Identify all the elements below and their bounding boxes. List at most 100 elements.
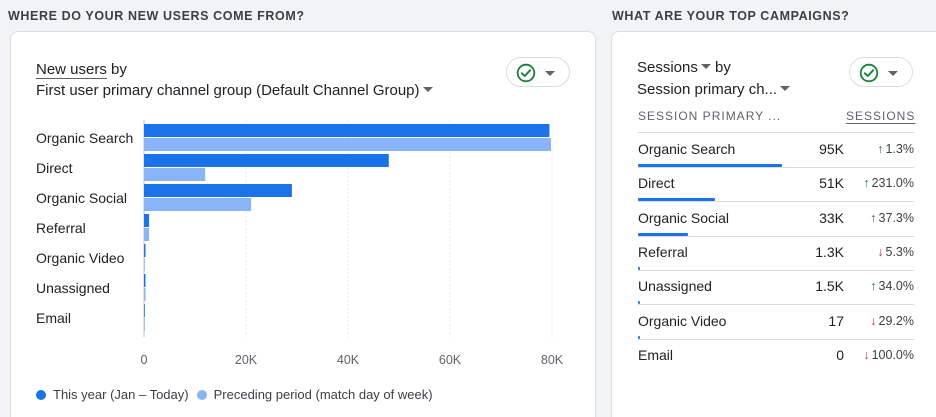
table-row[interactable]: Organic Video 17 ↓ 29.2% (638, 305, 914, 340)
column-header-sessions[interactable]: SESSIONS (846, 109, 916, 123)
category-label: Referral (36, 220, 86, 236)
row-change-percent: 34.0% (878, 279, 914, 294)
bar-preceding[interactable] (144, 228, 150, 241)
category-label: Organic Video (36, 250, 125, 266)
row-change-percent: 37.3% (878, 210, 914, 225)
caret-down-icon (545, 71, 555, 76)
comparison-toggle[interactable] (849, 57, 913, 87)
arrow-down-icon: ↓ (863, 347, 870, 362)
row-channel-name: Organic Video (638, 312, 727, 329)
bar-this-year[interactable] (144, 154, 389, 167)
category-label: Organic Social (36, 190, 127, 206)
table-row[interactable]: Organic Social 33K ↑ 37.3% (638, 202, 914, 237)
new-users-bar-chart: 0 20K 40K 60K 80K Organic Search Direct Organic… (36, 120, 564, 367)
row-share-bar (638, 301, 641, 305)
arrow-down-icon: ↓ (870, 313, 877, 328)
bar-this-year[interactable] (144, 304, 145, 317)
bar-this-year[interactable] (144, 244, 146, 257)
row-change: ↓ 29.2% (870, 314, 914, 328)
arrow-up-icon: ↑ (863, 176, 870, 191)
category-label: Unassigned (36, 280, 110, 296)
row-change: ↓ 5.3% (877, 245, 914, 259)
row-change: ↑ 231.0% (863, 176, 914, 190)
row-share-bar (638, 335, 640, 339)
new-users-card-title: New users by (36, 59, 127, 80)
legend-label-this-year: This year (Jan – Today) (53, 387, 189, 402)
bar-preceding[interactable] (144, 258, 145, 271)
sessions-metric-selector[interactable]: Sessions (637, 59, 711, 76)
bar-preceding[interactable] (144, 198, 252, 211)
category-label: Direct (36, 160, 73, 176)
row-change: ↓ 100.0% (863, 348, 914, 362)
row-change: ↑ 1.3% (877, 142, 914, 156)
session-dimension-label: Session primary ch... (637, 81, 778, 98)
row-channel-name: Email (638, 346, 674, 363)
column-header-channel[interactable]: SESSION PRIMARY ... (638, 109, 782, 123)
arrow-down-icon: ↓ (877, 244, 884, 259)
legend-item-preceding: Preceding period (match day of week) (196, 387, 433, 402)
metric-selector[interactable]: New users (36, 61, 107, 79)
bar-preceding[interactable] (144, 168, 206, 181)
top-campaigns-card: Sessions by Session primary ch... SESSIO… (611, 31, 936, 417)
legend-label-preceding: Preceding period (match day of week) (213, 387, 433, 402)
table-row[interactable]: Referral 1.3K ↓ 5.3% (638, 236, 914, 271)
dimension-selector[interactable]: First user primary channel group (Defaul… (36, 80, 433, 101)
bar-this-year[interactable] (144, 184, 292, 197)
by-label: by (715, 59, 731, 76)
check-circle-icon (516, 63, 536, 83)
row-change-percent: 231.0% (871, 176, 914, 191)
bar-preceding[interactable] (144, 138, 551, 151)
row-share-bar (638, 164, 782, 167)
row-divider (638, 167, 914, 168)
x-tick-label: 40K (337, 353, 360, 367)
legend-item-this-year: This year (Jan – Today) (36, 387, 189, 402)
x-tick-label: 80K (541, 353, 564, 367)
arrow-up-icon: ↑ (877, 142, 884, 156)
bar-this-year[interactable] (144, 274, 146, 287)
table-row[interactable]: Direct 51K ↑ 231.0% (638, 167, 914, 203)
caret-down-icon (422, 86, 433, 92)
arrow-up-icon: ↑ (870, 210, 877, 225)
new-users-card: New users by First user primary channel … (10, 31, 596, 417)
caret-down-icon (780, 85, 791, 91)
caret-down-icon (888, 71, 898, 76)
comparison-toggle[interactable] (506, 57, 570, 87)
x-tick-label: 60K (439, 353, 462, 367)
row-channel-name: Unassigned (638, 278, 712, 295)
row-divider (638, 304, 914, 306)
dimension-label: First user primary channel group (Defaul… (36, 82, 420, 99)
check-circle-icon (859, 63, 879, 83)
category-label: Email (36, 310, 71, 326)
bar-this-year[interactable] (144, 214, 150, 227)
row-sessions-value: 95K (819, 141, 844, 157)
row-share-bar (638, 266, 641, 270)
bar-this-year[interactable] (144, 124, 550, 137)
row-change-percent: 5.3% (885, 244, 915, 259)
bar-preceding[interactable] (144, 288, 146, 301)
row-divider (638, 235, 914, 237)
row-channel-name: Direct (638, 175, 675, 192)
category-label: Organic Search (36, 130, 133, 146)
row-change-percent: 29.2% (878, 313, 914, 328)
row-sessions-value: 1.3K (815, 243, 844, 260)
row-divider (638, 269, 914, 271)
row-sessions-value: 0 (836, 346, 844, 363)
bar-preceding[interactable] (144, 318, 145, 331)
row-channel-name: Referral (638, 243, 688, 260)
row-share-bar (638, 232, 688, 236)
row-change-percent: 100.0% (871, 347, 914, 362)
row-divider (638, 201, 914, 203)
table-row[interactable]: Email 0 ↓ 100.0% (638, 339, 914, 373)
row-channel-name: Organic Social (638, 209, 730, 226)
table-row[interactable]: Organic Search 95K ↑ 1.3% (638, 133, 914, 168)
row-sessions-value: 1.5K (815, 278, 844, 295)
table-row[interactable]: Unassigned 1.5K ↑ 34.0% (638, 270, 914, 306)
section-heading-new-users: WHERE DO YOUR NEW USERS COME FROM? (8, 9, 305, 23)
row-sessions-value: 33K (819, 209, 844, 226)
session-dimension-selector[interactable]: Session primary ch... (637, 79, 791, 100)
row-change: ↑ 34.0% (870, 279, 914, 293)
row-sessions-value: 51K (819, 175, 844, 192)
legend-swatch-preceding (196, 389, 207, 400)
chart-legend: This year (Jan – Today) Preceding period… (36, 387, 441, 402)
row-divider (638, 338, 914, 340)
